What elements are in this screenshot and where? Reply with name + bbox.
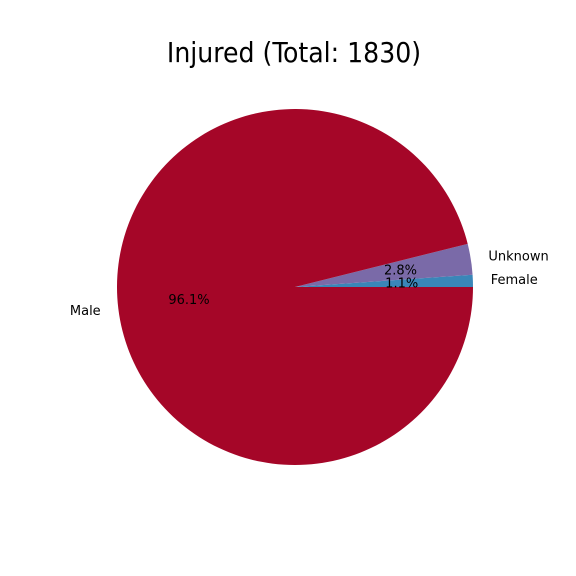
slice-label-female: Female xyxy=(491,273,538,288)
slice-label-unknown: Unknown xyxy=(488,249,548,264)
pie-slice-unknown xyxy=(295,243,473,287)
slice-percent-male: 96.1% xyxy=(168,293,209,308)
chart-title: Injured (Total: 1830) xyxy=(167,36,421,69)
slice-percent-unknown: 2.8% xyxy=(384,263,417,278)
pie-slice-male xyxy=(116,109,473,466)
pie-slices xyxy=(116,109,473,466)
pie-labels: Female 1.1% Unknown 2.8% Male 96.1% xyxy=(70,249,549,319)
slice-percent-female: 1.1% xyxy=(385,276,418,291)
slice-label-male: Male xyxy=(70,304,101,319)
pie-slice-female xyxy=(295,274,473,287)
